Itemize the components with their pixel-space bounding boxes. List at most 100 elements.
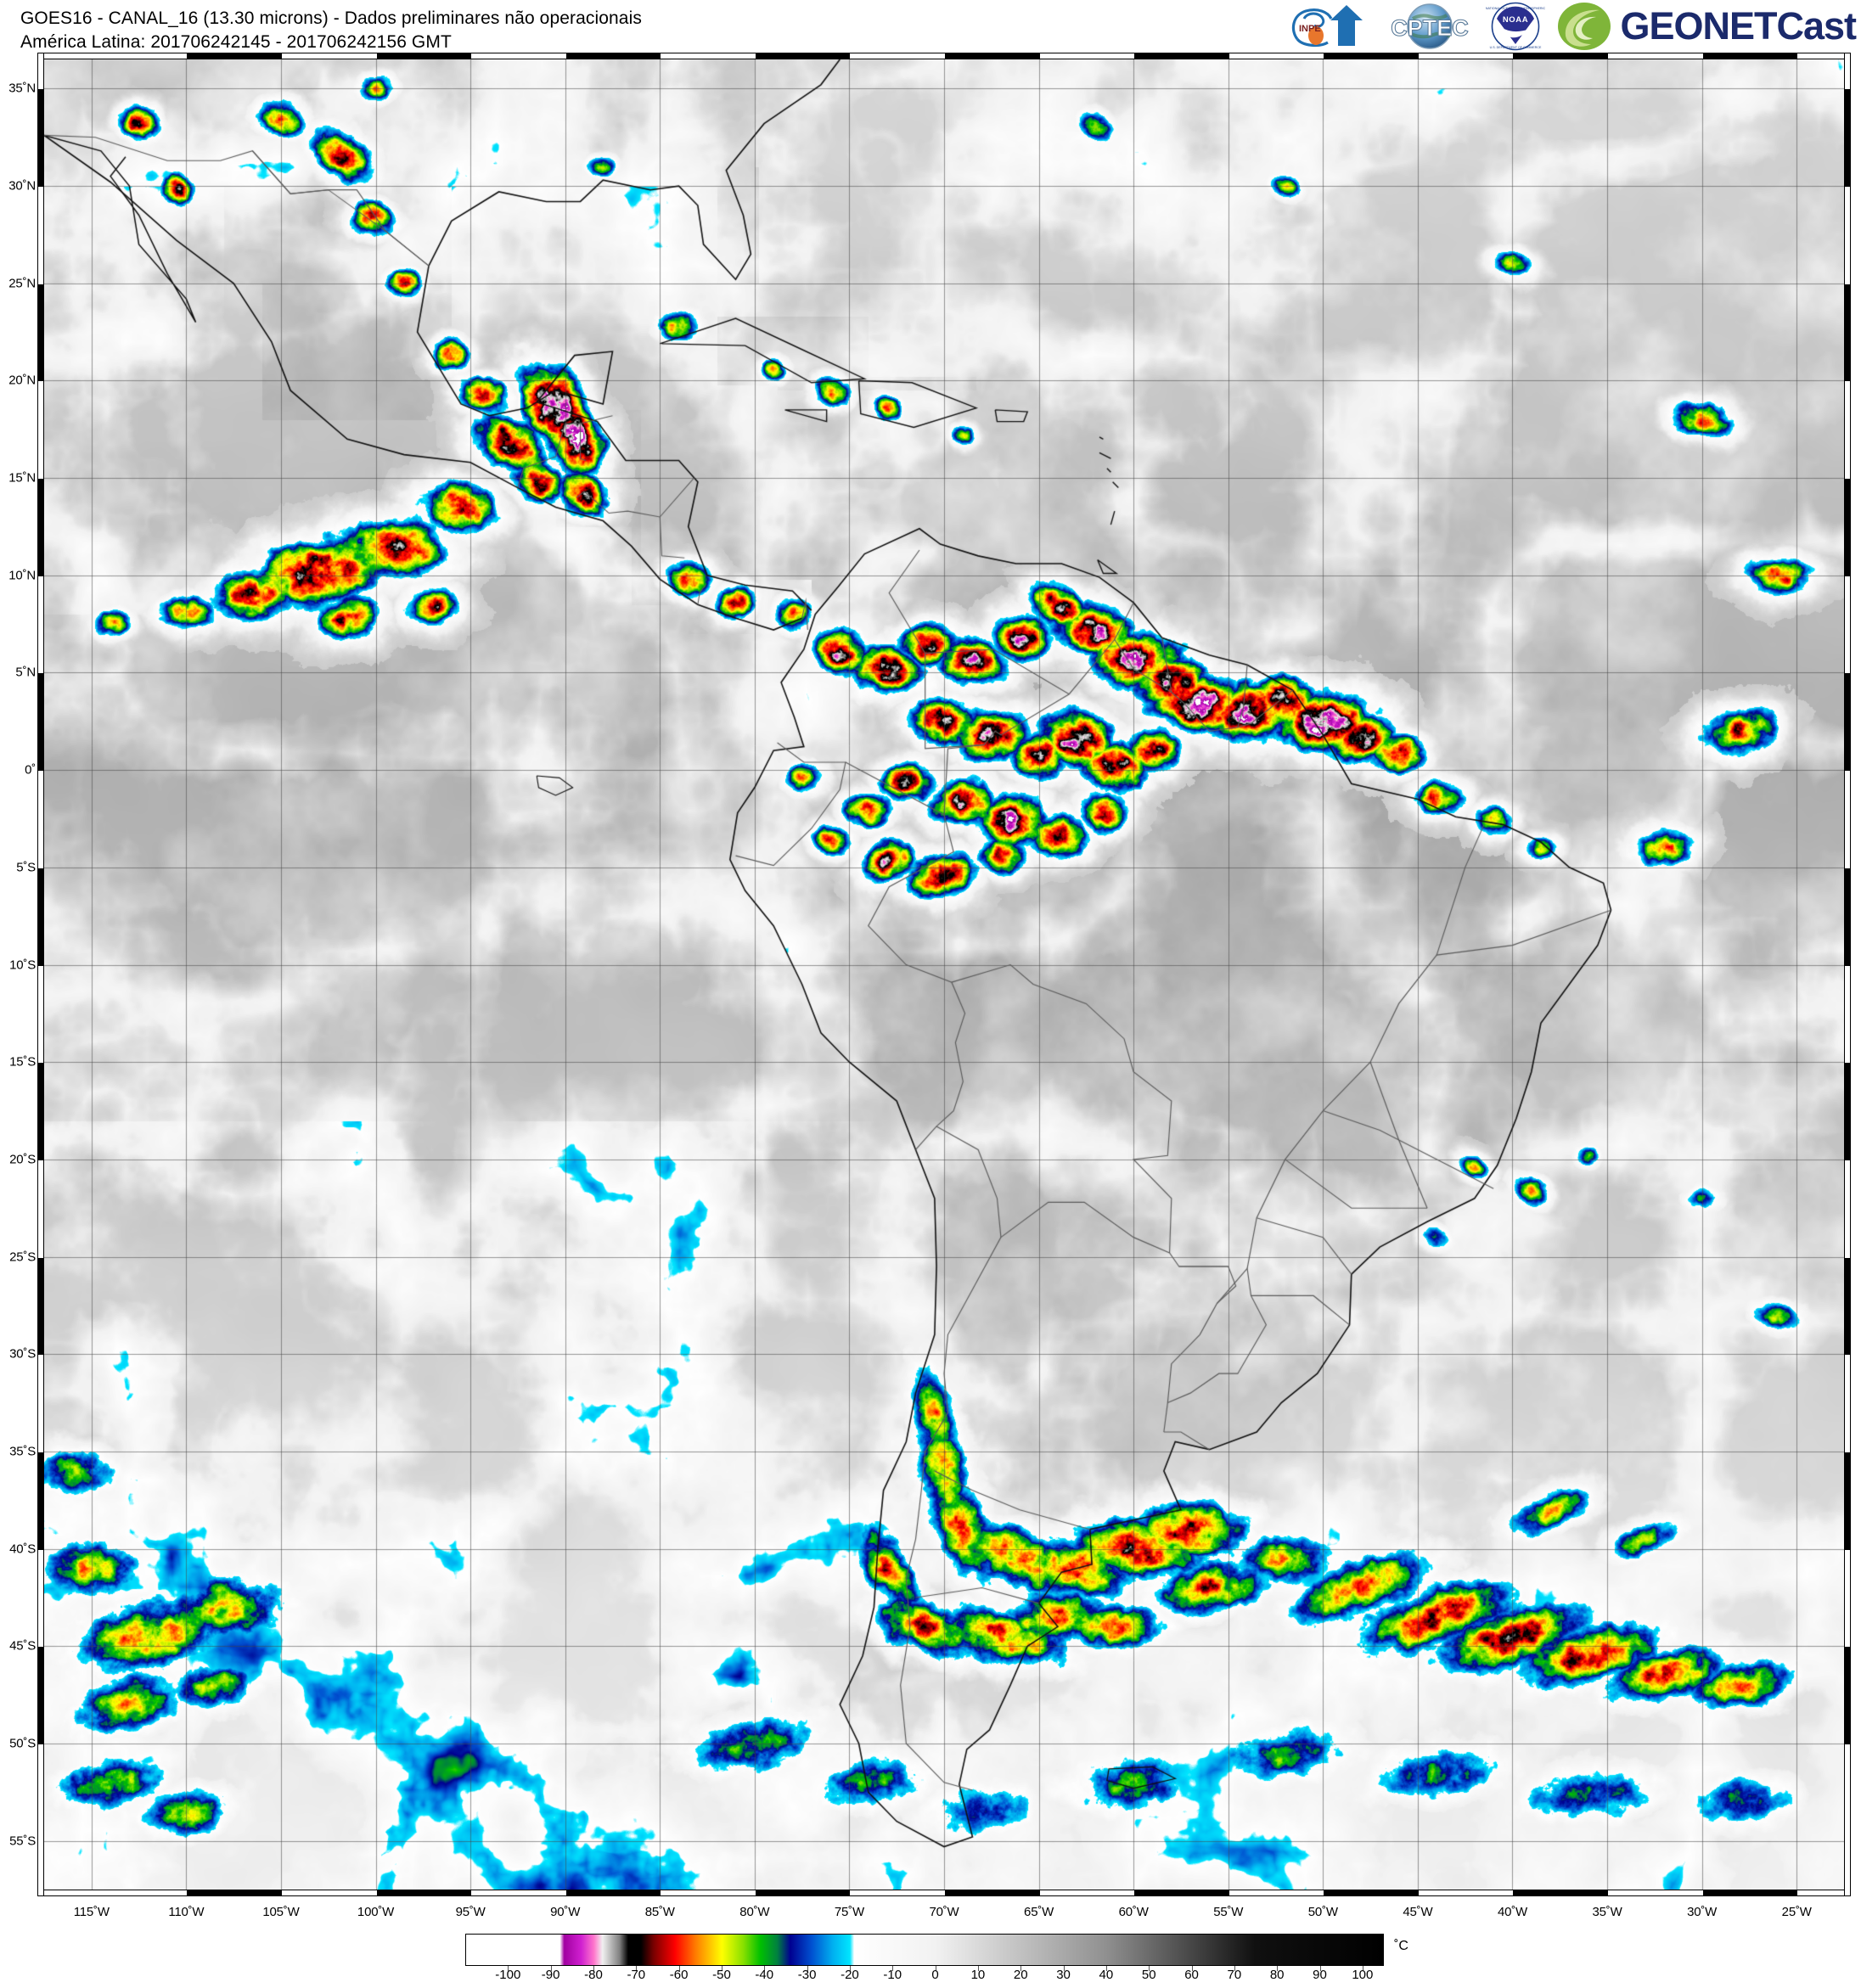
frame-tick-segment — [1702, 1890, 1798, 1895]
lon-tick-label: 100˚W — [357, 1905, 395, 1919]
lon-tick-label: 115˚W — [73, 1905, 110, 1919]
colorbar-tick — [508, 1966, 509, 1971]
noaa-logo: NOAA NATIONAL OCEANIC AND ATMOSPHERIC U.… — [1486, 2, 1545, 51]
frame-tick-segment — [755, 1890, 851, 1895]
colorbar-tick — [678, 1966, 680, 1971]
lon-tick-label: 90˚W — [550, 1905, 581, 1919]
frame-tick-segment — [38, 1257, 43, 1356]
colorbar-tick — [764, 1966, 766, 1971]
title-block: GOES16 - CANAL_16 (13.30 microns) - Dado… — [20, 7, 642, 53]
frame-tick-segment — [38, 89, 43, 188]
colorbar-tick — [636, 1966, 638, 1971]
frame-tick-segment — [1845, 1647, 1850, 1744]
lat-tick-label: 20˚S — [9, 1152, 36, 1167]
colorbar-labels: -100 -90 -80 -70 -60 -50 -40 -30 -20 -10 0 10 20 30 40… — [0, 1968, 1861, 1988]
frame-tick-segment — [1702, 53, 1798, 59]
frame-tick-segment — [38, 868, 43, 966]
frame-tick-segment — [755, 53, 851, 59]
colorbar-tick — [977, 1966, 979, 1971]
frame-tick-segment — [565, 1890, 661, 1895]
lat-tick-label: 5˚S — [16, 860, 36, 875]
colorbar-tick — [593, 1966, 594, 1971]
longitude-axis: 115˚W 110˚W 105˚W 100˚W 95˚W 90˚W 85˚W 80˚W 75˚W… — [0, 1905, 1861, 1923]
lat-tick-label: 15˚S — [9, 1054, 36, 1070]
colorbar-tick-label: 0 — [931, 1968, 939, 1982]
colorbar-ticks — [0, 1966, 1861, 1976]
lon-tick-label: 105˚W — [262, 1905, 300, 1919]
lon-tick-label: 70˚W — [929, 1905, 959, 1919]
lat-tick-label: 10˚S — [9, 957, 36, 973]
svg-text:INPE: INPE — [1299, 24, 1321, 34]
frame-tick-segment — [38, 1452, 43, 1550]
colorbar-tick — [1277, 1966, 1279, 1971]
lat-tick-label: 50˚S — [9, 1736, 36, 1751]
geonetcast-mark-icon — [1558, 3, 1611, 50]
frame-tick-segment — [376, 53, 472, 59]
colorbar-gradient — [466, 1935, 1383, 1965]
svg-text:CPTEC: CPTEC — [1392, 15, 1470, 41]
logo-bar: INPE CPTEC NOAA NATIONAL OCEANIC AND ATM… — [1285, 0, 1857, 53]
lon-tick-label: 25˚W — [1781, 1905, 1812, 1919]
colorbar-tick — [1319, 1966, 1321, 1971]
lat-tick-label: 0˚ — [25, 762, 36, 778]
frame-tick-segment — [1845, 1063, 1850, 1160]
frame-tick-segment — [38, 673, 43, 772]
map-frame-right — [1844, 53, 1851, 1896]
frame-tick-segment — [38, 1063, 43, 1160]
frame-tick-segment — [1845, 1257, 1850, 1356]
lon-tick-label: 95˚W — [455, 1905, 486, 1919]
frame-tick-segment — [1513, 1890, 1609, 1895]
lon-tick-label: 35˚W — [1592, 1905, 1622, 1919]
frame-tick-segment — [1513, 53, 1609, 59]
colorbar-tick — [849, 1966, 851, 1971]
page-title: GOES16 - CANAL_16 (13.30 microns) - Dado… — [20, 8, 642, 28]
colorbar-tick-label: 100 — [1352, 1968, 1374, 1982]
lat-tick-label: 15˚N — [8, 470, 36, 486]
cptec-logo: CPTEC — [1391, 3, 1470, 49]
lat-tick-label: 40˚S — [9, 1542, 36, 1557]
map-frame-top — [37, 53, 1851, 59]
lon-tick-label: 45˚W — [1403, 1905, 1433, 1919]
frame-tick-segment — [1324, 53, 1419, 59]
map-frame-bottom — [37, 1890, 1851, 1896]
frame-tick-segment — [38, 284, 43, 382]
frame-tick-segment — [1845, 673, 1850, 772]
svg-text:NATIONAL OCEANIC AND ATMOSPHER: NATIONAL OCEANIC AND ATMOSPHERIC — [1486, 7, 1545, 10]
satellite-map[interactable] — [37, 53, 1851, 1896]
lat-tick-label: 30˚N — [8, 178, 36, 194]
lat-tick-label: 25˚N — [8, 276, 36, 291]
geonetcast-logo: GEONETCast — [1554, 2, 1857, 51]
colorbar-tick — [892, 1966, 894, 1971]
lat-tick-label: 35˚N — [8, 81, 36, 96]
colorbar-tick — [1105, 1966, 1107, 1971]
temperature-colorbar[interactable] — [465, 1934, 1384, 1966]
frame-tick-segment — [1845, 1452, 1850, 1550]
latitude-axis: 35˚N 30˚N 25˚N 20˚N 15˚N 10˚N 5˚N 0˚ 5˚S 10˚S 15˚S… — [0, 0, 37, 1976]
satellite-image-canvas[interactable] — [44, 59, 1844, 1890]
frame-tick-segment — [945, 1890, 1040, 1895]
frame-tick-segment — [565, 53, 661, 59]
svg-text:NOAA: NOAA — [1503, 15, 1528, 25]
lat-tick-label: 5˚N — [15, 665, 36, 680]
frame-tick-segment — [38, 479, 43, 576]
colorbar-tick — [1063, 1966, 1065, 1971]
geonetcast-wordmark: GEONETCast — [1620, 4, 1857, 48]
frame-tick-segment — [38, 1647, 43, 1744]
svg-text:U.S. DEPARTMENT OF COMMERCE: U.S. DEPARTMENT OF COMMERCE — [1490, 46, 1542, 49]
lon-tick-label: 65˚W — [1024, 1905, 1054, 1919]
frame-tick-segment — [1845, 479, 1850, 576]
lon-tick-label: 80˚W — [739, 1905, 770, 1919]
map-frame-left — [37, 53, 44, 1896]
lat-tick-label: 55˚S — [9, 1834, 36, 1849]
lon-tick-label: 40˚W — [1497, 1905, 1527, 1919]
lon-tick-label: 60˚W — [1118, 1905, 1149, 1919]
lat-tick-label: 10˚N — [8, 568, 36, 583]
map-frame — [37, 53, 1851, 1896]
lat-tick-label: 30˚S — [9, 1346, 36, 1362]
lon-tick-label: 85˚W — [644, 1905, 675, 1919]
colorbar-unit-label: ˚C — [1394, 1939, 1408, 1953]
frame-tick-segment — [1324, 1890, 1419, 1895]
colorbar-tick — [550, 1966, 552, 1971]
colorbar-block: -100 -90 -80 -70 -60 -50 -40 -30 -20 -10 0 10 20 30 40… — [0, 1934, 1861, 1982]
lat-tick-label: 45˚S — [9, 1638, 36, 1654]
